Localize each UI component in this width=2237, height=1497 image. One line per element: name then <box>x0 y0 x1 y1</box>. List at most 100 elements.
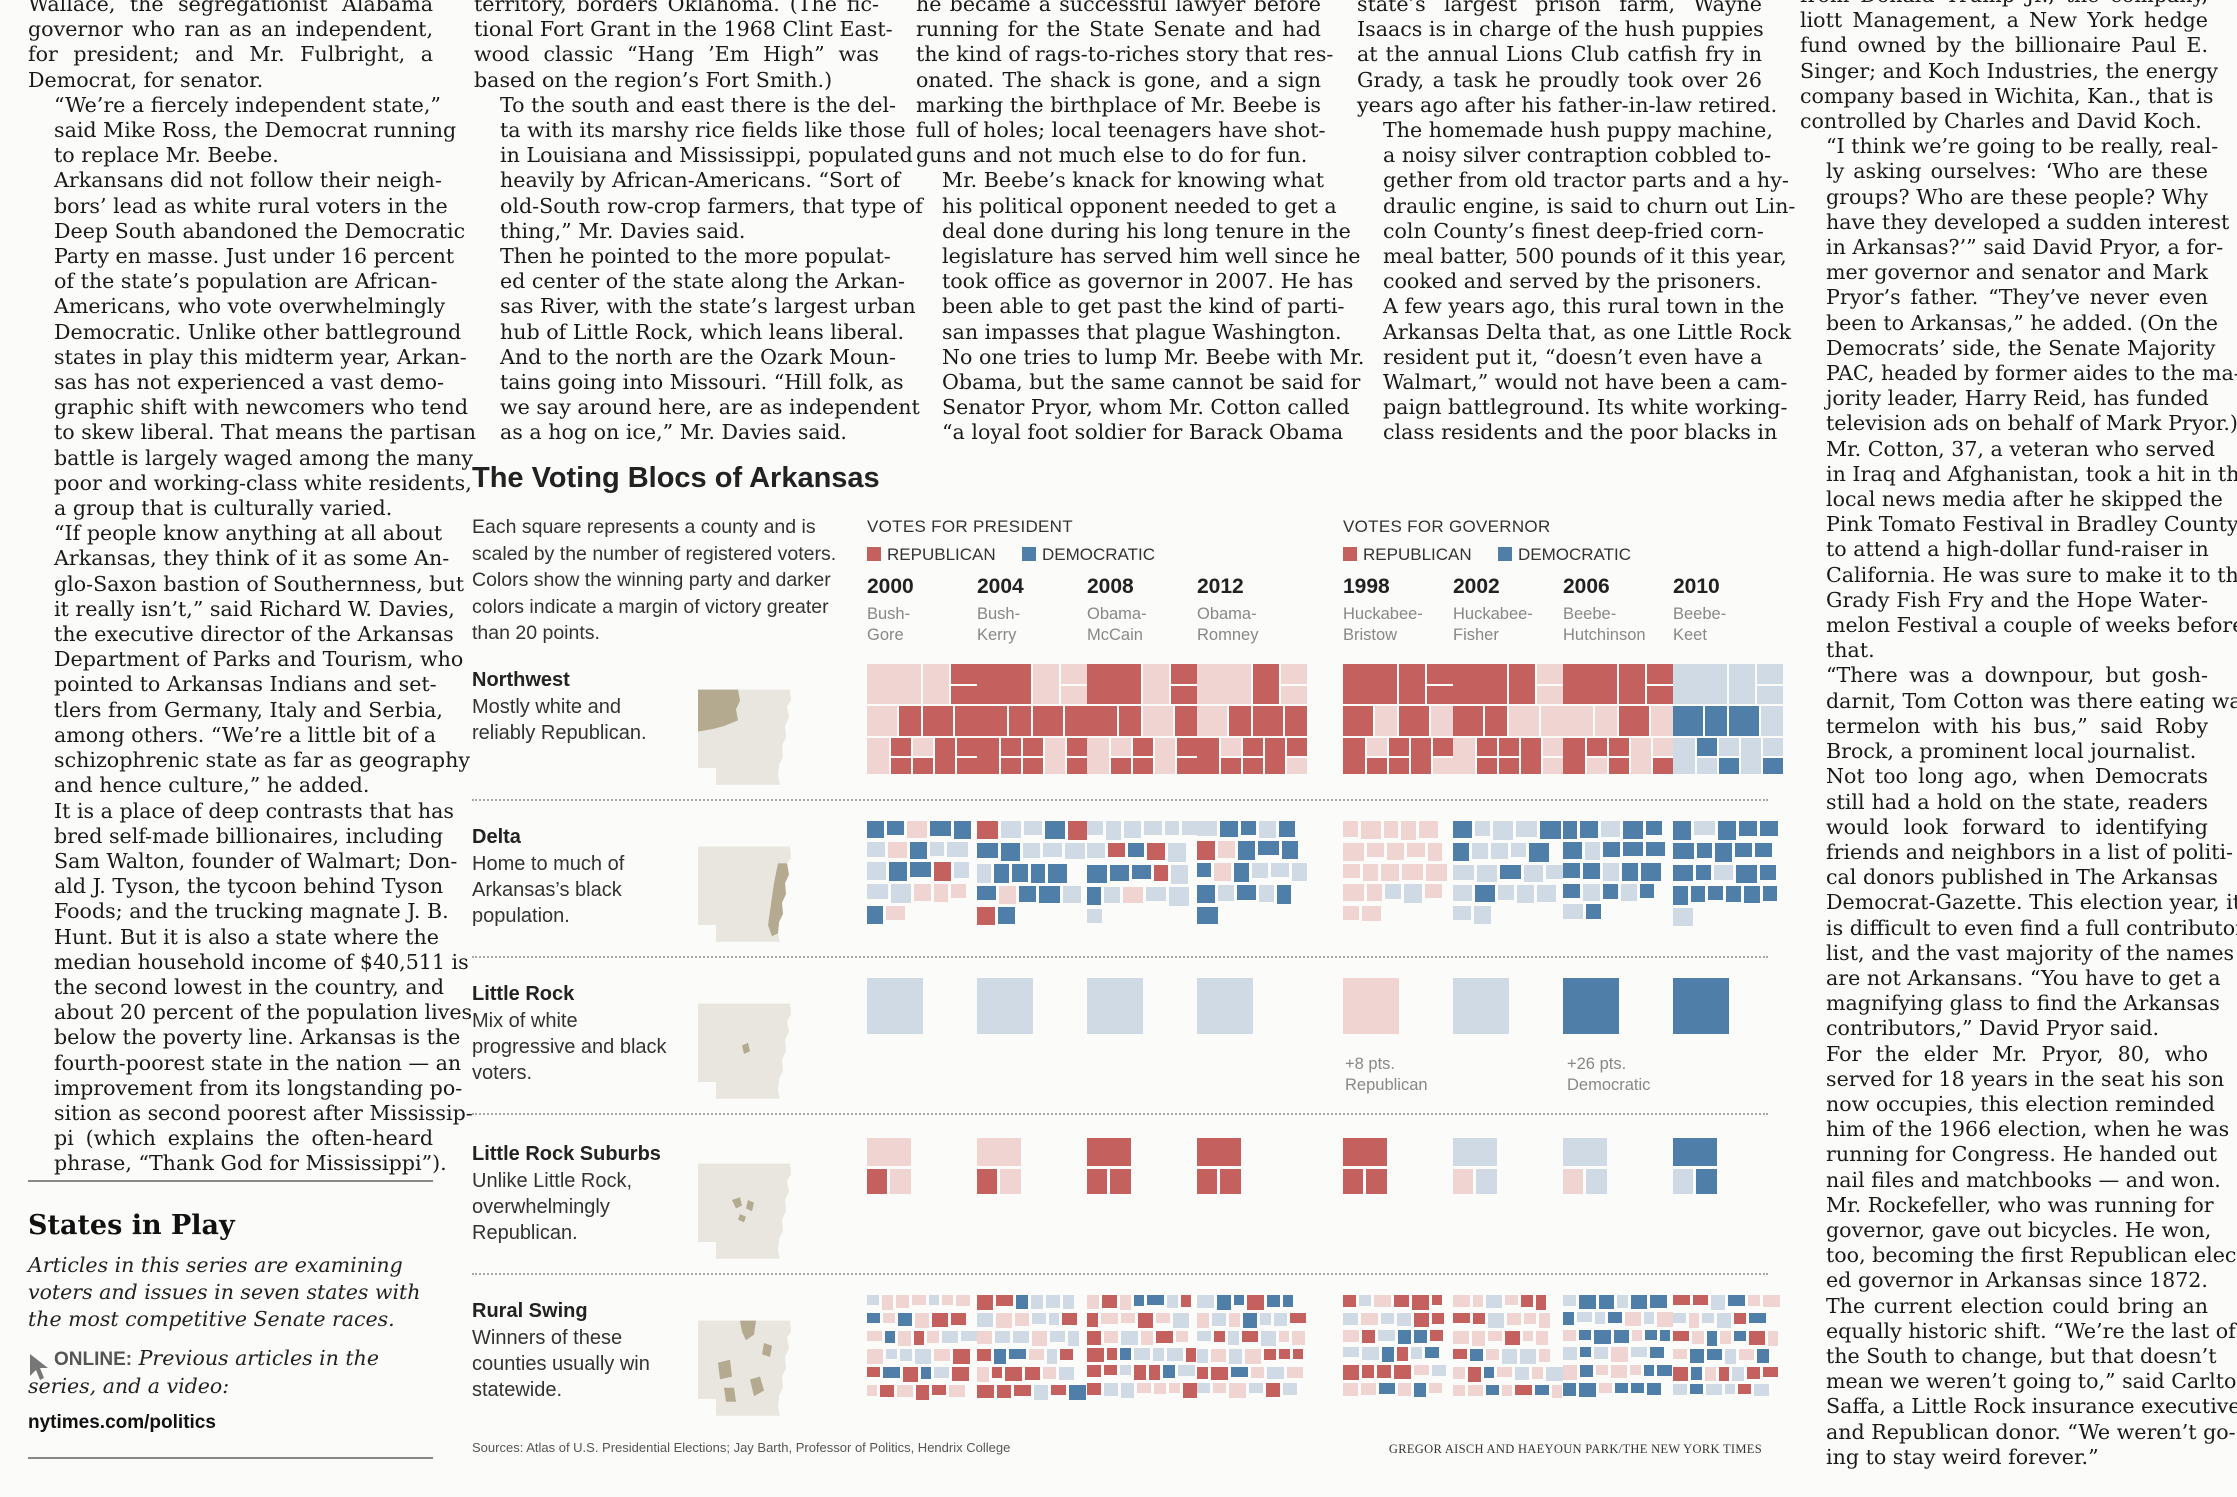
county-square <box>934 884 948 902</box>
candidate-name: Keet <box>1673 626 1707 644</box>
county-square <box>957 758 977 774</box>
text-line: “There was a downpour, but gosh- <box>1826 663 2208 688</box>
county-square <box>1453 1313 1470 1323</box>
county-square <box>1563 978 1619 1034</box>
county-square <box>1491 843 1508 859</box>
text-line: years ago after his father-in-law retire… <box>1357 92 1778 117</box>
county-square <box>1241 821 1256 835</box>
county-square <box>1660 1330 1670 1341</box>
sidebar-bottom-rule <box>28 1457 433 1459</box>
county-square <box>867 906 883 924</box>
county-square <box>899 706 921 736</box>
county-square <box>1497 1367 1512 1377</box>
election-candidates: Bush- Gore <box>867 604 910 646</box>
county-square <box>1563 821 1577 839</box>
county-square <box>1197 863 1211 877</box>
county-square <box>1143 664 1169 704</box>
county-square <box>1024 821 1042 835</box>
county-square <box>1414 1383 1426 1397</box>
county-square <box>1673 1313 1686 1323</box>
county-square <box>1343 1330 1359 1342</box>
text-line: Democrats’ side, the Senate Majority <box>1826 335 2216 360</box>
county-square <box>1453 1349 1467 1359</box>
county-square <box>1359 1295 1371 1306</box>
county-square <box>1197 706 1227 736</box>
text-line: guns and not much else to do for fun. <box>916 143 1308 168</box>
county-square <box>1719 1367 1729 1381</box>
county-square <box>1729 706 1759 736</box>
county-square <box>1186 1348 1196 1362</box>
county-square <box>1707 1331 1717 1346</box>
county-square <box>977 706 1007 736</box>
county-square <box>867 1295 879 1305</box>
county-square <box>1657 1365 1672 1376</box>
text-line: termelon with his bus,” said Roby <box>1826 713 2208 738</box>
text-line: Arkansas, they think of it as some An- <box>54 546 450 571</box>
county-square <box>1412 1295 1429 1310</box>
county-square <box>1587 738 1607 756</box>
county-square <box>1401 821 1416 840</box>
county-square <box>1719 738 1739 756</box>
text-line: governor, gave out bicycles. He won, <box>1826 1217 2212 1242</box>
county-square <box>932 1313 948 1327</box>
county-square <box>1599 1383 1612 1393</box>
text-line: tains going into Missouri. “Hill folk, a… <box>500 370 904 395</box>
article-column-4: state’s largest prison farm, Wayne Isaacs… <box>1357 0 1795 446</box>
county-square <box>1768 1331 1778 1346</box>
graphic-title: The Voting Blocs of Arkansas <box>472 462 880 494</box>
county-treemap <box>1343 664 1453 774</box>
county-treemap <box>867 1295 977 1405</box>
county-square <box>1603 842 1620 857</box>
county-square <box>1763 758 1783 774</box>
text-line: took office as governor in 2007. He has <box>942 269 1354 294</box>
county-square <box>1101 1313 1118 1324</box>
county-square <box>1477 865 1497 882</box>
county-square <box>1197 1331 1211 1341</box>
county-square <box>1468 1385 1483 1396</box>
text-line: To the south and east there is the del- <box>500 92 896 117</box>
county-square <box>1433 738 1453 756</box>
county-square <box>1718 821 1736 840</box>
text-line: jority leader, Harry Reid, has funded <box>1826 386 2209 411</box>
county-square <box>1697 738 1717 756</box>
county-square <box>1141 1331 1153 1345</box>
county-square <box>1539 1349 1550 1362</box>
county-square <box>1132 865 1151 879</box>
text-line: gether from old tractor parts and a hy- <box>1383 168 1789 193</box>
county-square <box>1726 886 1741 902</box>
county-square <box>1475 821 1490 836</box>
county-square <box>1502 1349 1517 1364</box>
county-square <box>1121 1331 1138 1345</box>
county-square <box>1625 1312 1641 1326</box>
text-line: Deep South abandoned the Democratic <box>54 218 466 243</box>
county-square <box>1691 1367 1702 1380</box>
county-square <box>912 1295 926 1305</box>
county-square <box>977 978 1033 1034</box>
county-square <box>1749 1331 1765 1345</box>
text-line: Senator Pryor, whom Mr. Cotton called <box>942 395 1350 420</box>
county-square <box>1068 821 1087 840</box>
county-square <box>1258 841 1279 855</box>
county-square <box>1197 1367 1208 1379</box>
county-square <box>1696 1169 1717 1194</box>
sidebar-link[interactable]: nytimes.com/politics <box>28 1412 216 1433</box>
county-square <box>1453 706 1483 736</box>
county-square <box>1156 1331 1173 1343</box>
county-square <box>1031 1295 1043 1309</box>
county-square <box>1524 1313 1536 1324</box>
county-square <box>977 1313 993 1327</box>
county-square <box>1760 821 1778 836</box>
annot-2006-value: +26 pts. <box>1567 1055 1627 1073</box>
county-square <box>1507 1313 1521 1325</box>
county-square <box>1647 664 1673 684</box>
county-square <box>1470 1349 1483 1361</box>
county-square <box>1673 1367 1688 1381</box>
county-square <box>929 1295 939 1305</box>
text-line: groups? Who are these people? Why <box>1826 184 2208 209</box>
county-square <box>1274 1313 1287 1326</box>
county-square <box>1537 885 1556 902</box>
county-square <box>1579 1383 1596 1397</box>
county-square <box>995 1331 1010 1343</box>
county-square <box>867 1367 880 1377</box>
county-square <box>1234 1295 1244 1305</box>
